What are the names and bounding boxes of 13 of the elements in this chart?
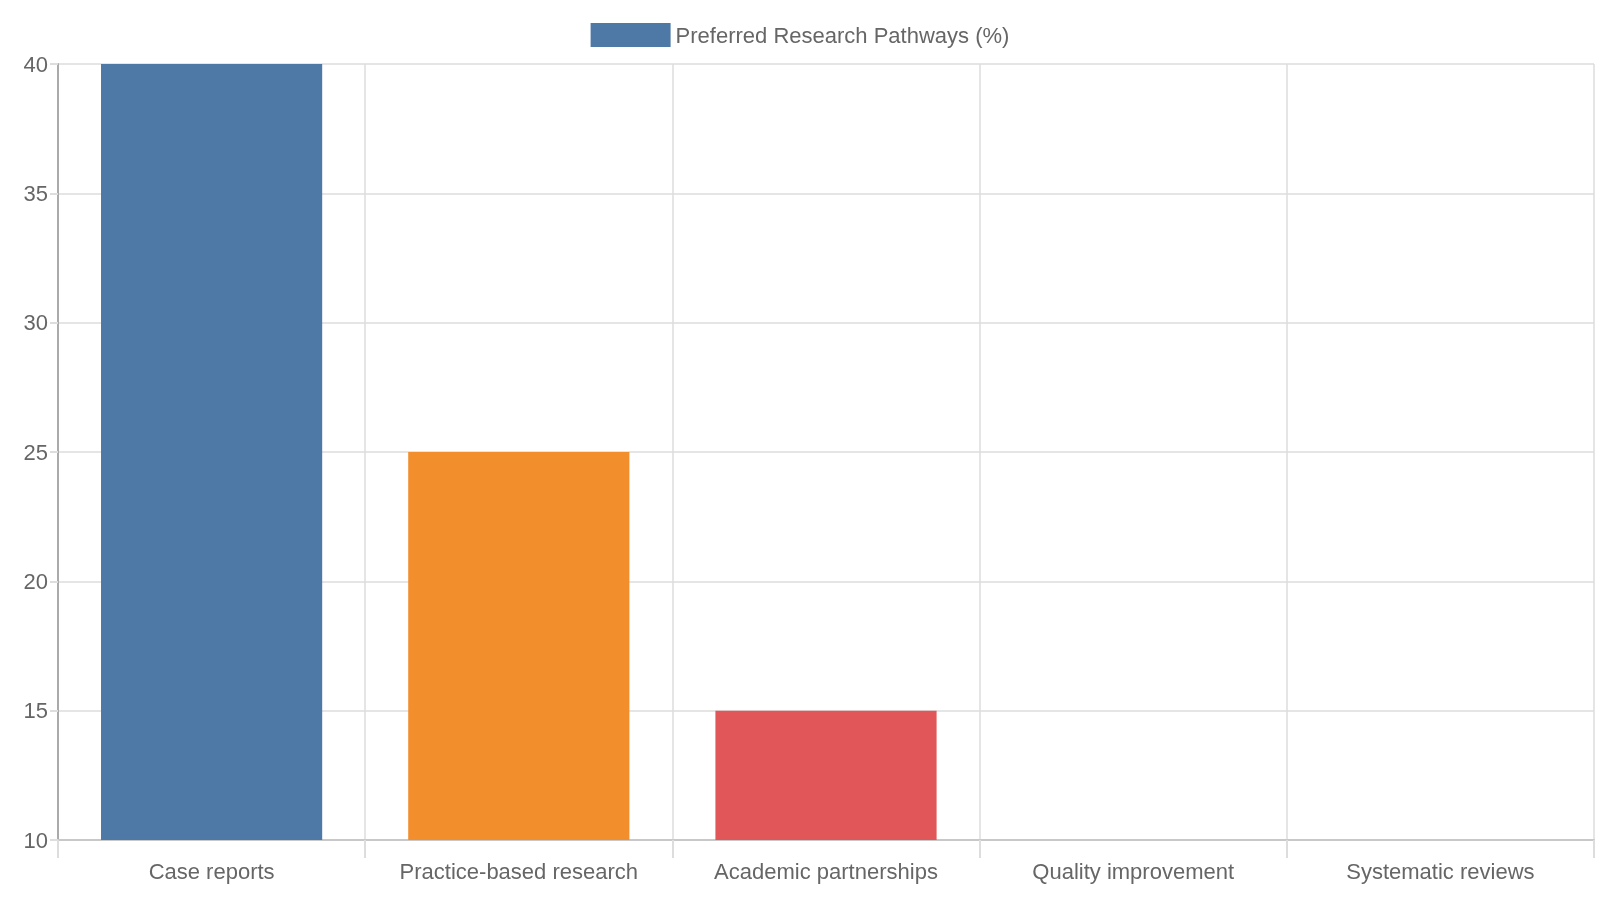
y-tick-label: 30: [23, 310, 48, 336]
y-tick-label: 40: [23, 51, 48, 77]
x-tick-label: Practice-based research: [399, 858, 639, 884]
y-tick-label: 10: [23, 827, 48, 853]
y-tick-label: 15: [23, 698, 48, 724]
x-tick-label: Systematic reviews: [1346, 858, 1535, 884]
y-tick-label: 35: [23, 180, 48, 206]
y-tick-label: 25: [23, 439, 48, 465]
x-tick-label: Academic partnerships: [714, 858, 938, 884]
y-tick-label: 20: [23, 568, 48, 594]
x-tick-label: Case reports: [148, 858, 275, 884]
x-tick-label: Quality improvement: [1032, 858, 1235, 884]
legend-label: Preferred Research Pathways (%): [675, 22, 1010, 48]
